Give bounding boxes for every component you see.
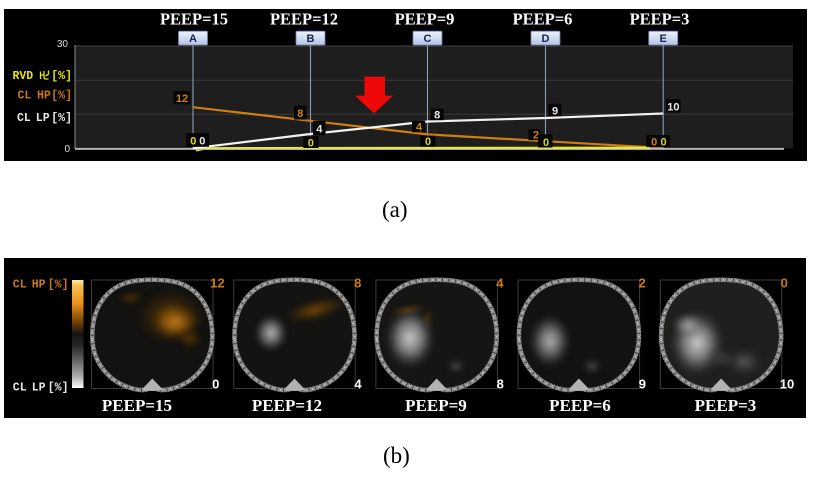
svg-text:D: D xyxy=(542,33,550,45)
svg-text:4: 4 xyxy=(416,122,423,134)
svg-text:[%]: [%] xyxy=(51,70,72,83)
svg-text:HP: HP xyxy=(37,90,51,103)
svg-text:[%]: [%] xyxy=(48,382,69,395)
svg-text:C: C xyxy=(424,33,432,45)
svg-text:0: 0 xyxy=(308,137,314,149)
svg-text:0: 0 xyxy=(661,136,667,148)
svg-text:0: 0 xyxy=(190,135,196,147)
svg-text:[%]: [%] xyxy=(48,279,69,292)
svg-text:0: 0 xyxy=(543,137,549,149)
svg-text:0: 0 xyxy=(425,136,431,148)
svg-text:0: 0 xyxy=(64,144,70,155)
svg-text:PEEP=15: PEEP=15 xyxy=(102,396,172,415)
svg-text:CL: CL xyxy=(13,382,27,395)
svg-text:A: A xyxy=(189,33,197,45)
svg-text:12: 12 xyxy=(210,276,224,291)
svg-text:8: 8 xyxy=(434,110,440,122)
svg-text:HP: HP xyxy=(32,279,46,292)
svg-text:PEEP=9: PEEP=9 xyxy=(395,10,455,29)
svg-text:30: 30 xyxy=(57,39,69,50)
svg-text:10: 10 xyxy=(780,377,794,392)
svg-text:PEEP=12: PEEP=12 xyxy=(270,10,338,29)
svg-text:0: 0 xyxy=(212,377,219,392)
svg-text:2: 2 xyxy=(638,276,645,291)
svg-text:10: 10 xyxy=(667,101,679,113)
svg-text:0: 0 xyxy=(781,276,788,291)
svg-text:4: 4 xyxy=(354,377,362,392)
svg-text:PEEP=6: PEEP=6 xyxy=(513,10,573,29)
svg-text:CL: CL xyxy=(18,90,32,103)
svg-text:2: 2 xyxy=(533,130,539,142)
svg-text:9: 9 xyxy=(552,105,558,117)
svg-text:PEEP=6: PEEP=6 xyxy=(549,396,611,415)
svg-text:4: 4 xyxy=(316,123,323,135)
svg-text:4: 4 xyxy=(496,276,504,291)
svg-text:8: 8 xyxy=(297,108,303,120)
svg-text:PEEP=3: PEEP=3 xyxy=(630,10,690,29)
svg-text:CL: CL xyxy=(13,279,27,292)
svg-text:RVD: RVD xyxy=(13,70,34,83)
svg-text:CL: CL xyxy=(17,112,31,125)
svg-text:LP: LP xyxy=(36,112,50,125)
svg-text:8: 8 xyxy=(354,276,361,291)
svg-text:8: 8 xyxy=(497,377,504,392)
svg-text:0: 0 xyxy=(651,136,657,148)
svg-text:PEEP=3: PEEP=3 xyxy=(695,396,757,415)
svg-text:LP: LP xyxy=(32,382,46,395)
svg-text:[%]: [%] xyxy=(51,112,72,125)
svg-text:PEEP=12: PEEP=12 xyxy=(252,396,322,415)
svg-text:E: E xyxy=(660,33,667,45)
svg-text:9: 9 xyxy=(639,377,646,392)
svg-text:PEEP=15: PEEP=15 xyxy=(160,10,228,29)
svg-text:B: B xyxy=(307,33,315,45)
svg-text:0: 0 xyxy=(199,135,205,147)
svg-text:[%]: [%] xyxy=(51,90,72,103)
svg-text:12: 12 xyxy=(176,93,188,105)
svg-text:PEEP=9: PEEP=9 xyxy=(405,396,467,415)
